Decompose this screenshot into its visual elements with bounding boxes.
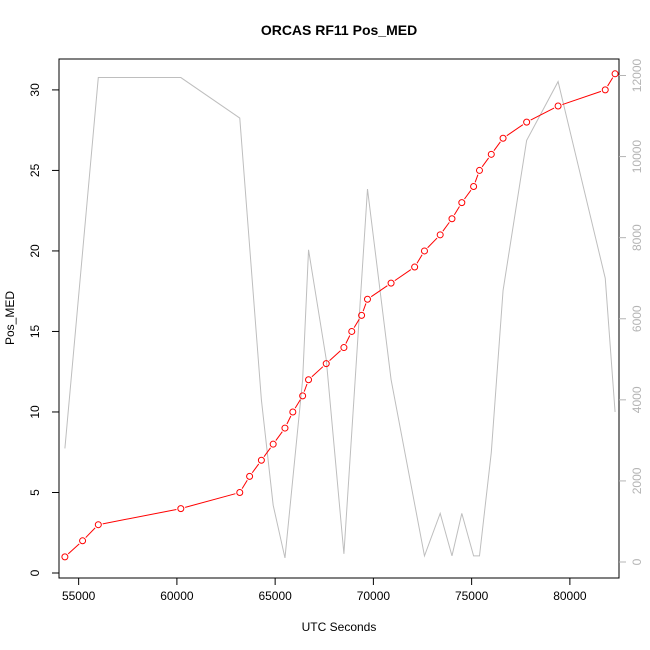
altitude-series-line	[64, 77, 616, 559]
pos-med-point	[448, 215, 456, 223]
y2-tick-label: 8000	[630, 224, 644, 251]
series-layer	[61, 70, 619, 561]
y-tick-label: 15	[28, 324, 42, 338]
pos-med-point	[177, 505, 185, 513]
pos-med-point	[340, 344, 348, 352]
y-tick-label: 10	[28, 405, 42, 419]
pos-med-point	[289, 408, 297, 416]
pos-med-point	[411, 263, 419, 271]
y2-tick-label: 0	[630, 558, 644, 565]
y-axis-label: Pos_MED	[3, 291, 17, 345]
y2-tick-label: 6000	[630, 305, 644, 332]
pos-med-segment	[329, 350, 341, 361]
pos-med-segment	[562, 90, 602, 106]
pos-med-segment	[394, 269, 412, 282]
y-tick-label: 25	[28, 163, 42, 177]
pos-med-point	[236, 488, 244, 496]
pos-med-point	[94, 521, 102, 529]
pos-med-segment	[303, 383, 308, 392]
pos-med-point	[363, 295, 371, 303]
pos-med-segment	[353, 318, 360, 328]
pos-med-point	[475, 166, 483, 174]
pos-med-point	[322, 360, 330, 368]
pos-med-point	[420, 247, 428, 255]
pos-med-point	[436, 231, 444, 239]
pos-med-segment	[362, 303, 367, 312]
x-axis: 55000 60000 65000 70000 75000 80000	[62, 578, 587, 603]
y-tick-label: 0	[28, 569, 42, 576]
pos-med-point	[487, 150, 495, 158]
y2-tick-label: 2000	[630, 467, 644, 494]
pos-med-segment	[530, 107, 555, 121]
right-y-axis: 0 2000 4000 6000 8000 10000 12000	[619, 58, 644, 565]
pos-med-point	[269, 440, 277, 448]
y-axis: 0 5 10 15 20 25 30	[28, 83, 59, 576]
pos-med-point	[305, 376, 313, 384]
y-tick-label: 30	[28, 83, 42, 97]
y2-tick-label: 10000	[630, 140, 644, 174]
pos-med-point	[358, 311, 366, 319]
x-axis-label: UTC Seconds	[302, 620, 377, 634]
pos-med-segment	[506, 124, 524, 137]
pos-med-segment	[102, 508, 177, 525]
pos-med-segment	[251, 463, 260, 474]
pos-med-point	[601, 86, 609, 94]
pos-med-point	[281, 424, 289, 432]
pos-med-segment	[442, 222, 450, 232]
pos-med-point	[299, 392, 307, 400]
pos-med-segment	[474, 174, 479, 183]
y2-tick-label: 12000	[630, 58, 644, 92]
pos-med-segment	[275, 431, 283, 441]
x-tick-label: 65000	[258, 589, 292, 603]
pos-med-segment	[464, 189, 472, 200]
x-tick-label: 60000	[160, 589, 194, 603]
x-tick-label: 70000	[357, 589, 391, 603]
x-tick-label: 75000	[455, 589, 489, 603]
pos-med-point	[611, 70, 619, 78]
y-tick-label: 5	[28, 489, 42, 496]
pos-med-segment	[370, 285, 388, 298]
chart-title: ORCAS RF11 Pos_MED	[261, 22, 417, 38]
pos-med-segment	[345, 335, 351, 344]
pos-med-segment	[607, 77, 614, 87]
pos-med-segment	[493, 141, 501, 151]
pos-med-point	[387, 279, 395, 287]
pos-med-segment	[453, 206, 460, 216]
pos-med-segment	[241, 479, 248, 489]
pos-med-point	[348, 327, 356, 335]
pos-med-point	[499, 134, 507, 142]
y-tick-label: 20	[28, 244, 42, 258]
x-tick-label: 80000	[553, 589, 587, 603]
pos-med-segment	[427, 237, 438, 249]
pos-med-segment	[185, 493, 236, 508]
pos-med-segment	[416, 254, 423, 264]
pos-med-point	[79, 537, 87, 545]
pos-med-point	[61, 553, 69, 561]
pos-med-point	[458, 199, 466, 207]
pos-med-segment	[311, 366, 324, 378]
pos-med-point	[257, 456, 265, 464]
pos-med-point	[523, 118, 531, 126]
pos-med-segment	[85, 527, 96, 538]
pos-med-point	[246, 472, 254, 480]
pos-med-segment	[67, 543, 80, 555]
pos-med-point	[470, 183, 478, 191]
pos-med-point	[554, 102, 562, 110]
y2-tick-label: 4000	[630, 386, 644, 413]
pos-med-segment	[481, 157, 490, 168]
x-tick-label: 55000	[62, 589, 96, 603]
pos-med-segment	[263, 447, 271, 457]
pos-med-segment	[286, 415, 292, 425]
pos-med-segment	[294, 399, 301, 409]
